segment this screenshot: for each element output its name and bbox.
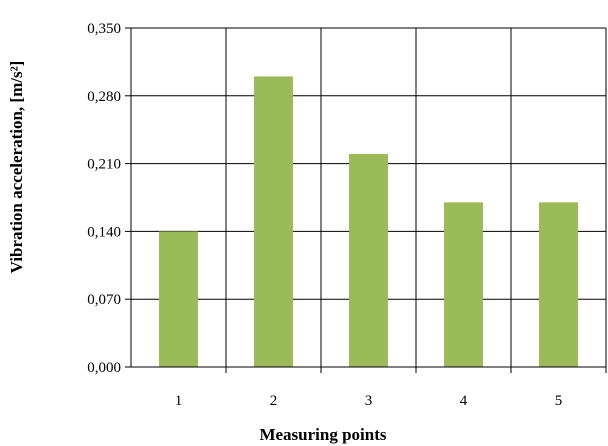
grid-lines bbox=[131, 27, 607, 367]
bar-3 bbox=[349, 153, 388, 367]
x-tick-label: 5 bbox=[555, 393, 563, 409]
axes bbox=[125, 27, 607, 373]
y-axis-title: Vibration acceleration, [m/s²] bbox=[7, 61, 26, 274]
y-tick-label: 0,140 bbox=[87, 224, 121, 240]
y-tick-label: 0,280 bbox=[87, 89, 121, 105]
y-tick-label: 0,070 bbox=[87, 292, 121, 308]
x-tick-label: 1 bbox=[175, 393, 183, 409]
bar-1 bbox=[159, 231, 198, 367]
x-tick-label: 2 bbox=[270, 393, 278, 409]
y-tick-label: 0,000 bbox=[87, 360, 121, 376]
y-tick-label: 0,350 bbox=[87, 21, 121, 37]
bars bbox=[159, 76, 578, 367]
x-tick-label: 4 bbox=[460, 393, 468, 409]
x-tick-labels: 1 2 3 4 5 bbox=[175, 393, 563, 409]
bar-5 bbox=[539, 202, 578, 367]
x-axis-title: Measuring points bbox=[259, 425, 386, 444]
x-tick-label: 3 bbox=[365, 393, 373, 409]
bar-2 bbox=[254, 76, 293, 367]
y-tick-labels: 0,000 0,070 0,140 0,210 0,280 0,350 bbox=[87, 21, 121, 376]
y-tick-label: 0,210 bbox=[87, 157, 121, 173]
bar-4 bbox=[444, 202, 483, 367]
